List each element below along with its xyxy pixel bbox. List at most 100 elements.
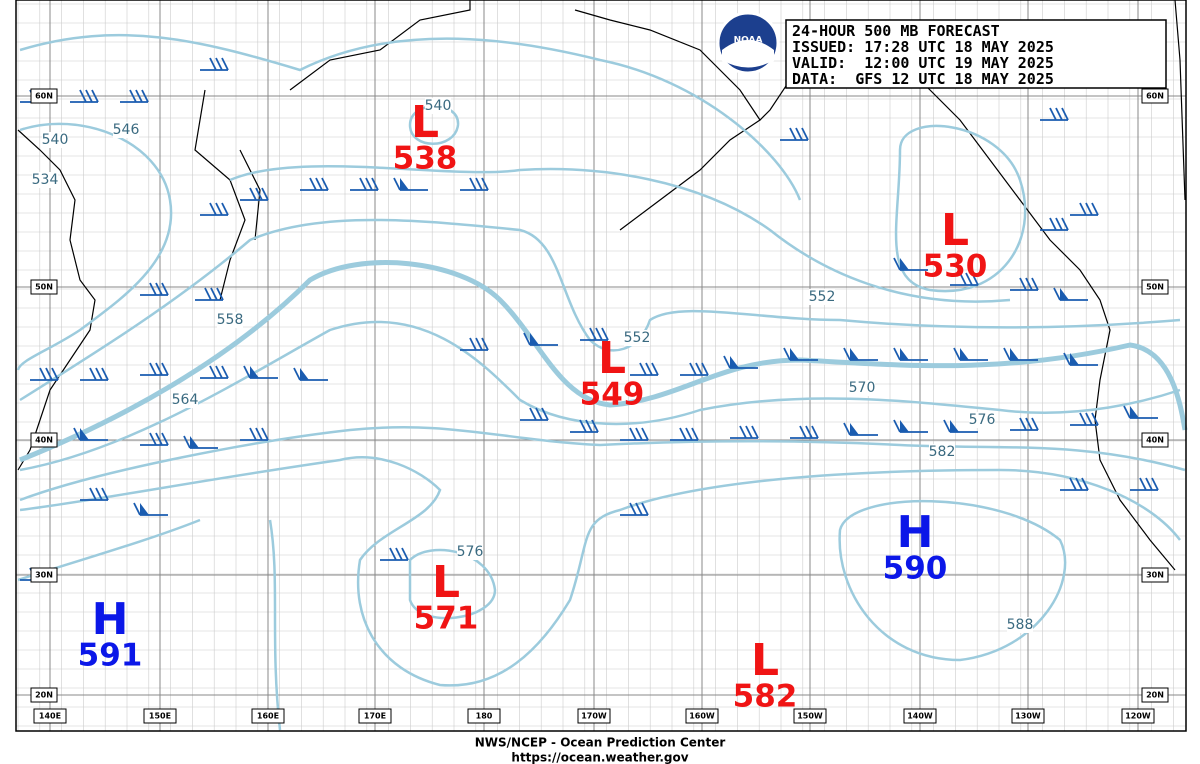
wind-barb-flag bbox=[730, 356, 739, 368]
wind-barb bbox=[730, 425, 759, 439]
lat-label: 30N bbox=[1146, 571, 1164, 580]
center-letter: H bbox=[897, 507, 934, 558]
wind-barb bbox=[570, 419, 599, 433]
wind-barbs bbox=[20, 57, 1159, 581]
lon-label: 170E bbox=[364, 712, 386, 721]
center-value: 582 bbox=[733, 679, 798, 715]
contour-label: 546 bbox=[113, 122, 140, 138]
wind-barb bbox=[630, 362, 659, 376]
contour-label-bg bbox=[425, 98, 451, 114]
wind-barb bbox=[620, 502, 649, 516]
wind-barb-flag bbox=[850, 348, 859, 360]
contour-label: 588 bbox=[1007, 617, 1034, 633]
contour-label-bg bbox=[624, 330, 650, 346]
wind-barb bbox=[460, 177, 489, 191]
contour-label: 564 bbox=[172, 392, 199, 408]
wind-barb bbox=[1040, 107, 1069, 121]
center-value: 571 bbox=[414, 601, 479, 637]
contour-label: 540 bbox=[425, 98, 452, 114]
lat-label-box bbox=[1141, 88, 1169, 104]
center-letter: L bbox=[751, 635, 779, 686]
lat-label: 60N bbox=[1146, 92, 1164, 101]
wind-barb bbox=[200, 57, 229, 71]
center-letter: L bbox=[411, 97, 439, 148]
center-letter: L bbox=[432, 557, 460, 608]
wind-barb bbox=[1040, 217, 1069, 231]
wind-barb bbox=[790, 425, 819, 439]
center-letter: H bbox=[92, 594, 129, 645]
wind-barb bbox=[140, 362, 169, 376]
wind-barb-flag bbox=[300, 368, 309, 380]
lon-label: 160W bbox=[689, 712, 715, 721]
lat-label: 20N bbox=[35, 691, 53, 700]
wind-barb bbox=[80, 487, 109, 501]
wind-barb-flag bbox=[190, 436, 199, 448]
lon-label: 150W bbox=[797, 712, 823, 721]
lon-label-box bbox=[467, 708, 501, 724]
wind-barb bbox=[843, 347, 878, 361]
contour-label: 576 bbox=[969, 412, 996, 428]
wind-barb-flag bbox=[1060, 288, 1069, 300]
lat-label-box bbox=[1141, 279, 1169, 295]
wind-barb bbox=[843, 422, 878, 436]
contour-label: 582 bbox=[929, 444, 956, 460]
header-line: DATA: GFS 12 UTC 18 MAY 2025 bbox=[792, 70, 1054, 88]
contour-label-bg bbox=[172, 392, 198, 408]
center-value: 538 bbox=[393, 141, 458, 177]
wind-barb bbox=[1130, 477, 1159, 491]
lon-label-box bbox=[1011, 708, 1045, 724]
noaa-logo-wave bbox=[722, 40, 774, 68]
contour-label-bg bbox=[849, 380, 875, 396]
lon-label: 140E bbox=[39, 712, 61, 721]
lon-label-box bbox=[577, 708, 611, 724]
lat-label: 40N bbox=[1146, 436, 1164, 445]
wind-barb bbox=[80, 367, 109, 381]
contour-label-bg bbox=[809, 289, 835, 305]
contour-label: 558 bbox=[217, 312, 244, 328]
wind-barb-flag bbox=[1010, 348, 1019, 360]
wind-barb bbox=[893, 347, 928, 361]
center-value: 530 bbox=[923, 249, 988, 285]
center-value: 591 bbox=[78, 638, 143, 674]
lon-label: 170W bbox=[581, 712, 607, 721]
wind-barb bbox=[140, 282, 169, 296]
wind-barb bbox=[953, 347, 988, 361]
wind-barb-flag bbox=[950, 420, 959, 432]
contour-label-bg bbox=[969, 412, 995, 428]
lat-label: 50N bbox=[35, 283, 53, 292]
lon-label: 150E bbox=[149, 712, 171, 721]
lon-label-box bbox=[685, 708, 719, 724]
wind-barb bbox=[200, 202, 229, 216]
wind-barb-flag bbox=[250, 366, 259, 378]
wind-barb bbox=[183, 435, 218, 449]
lon-label-box bbox=[793, 708, 827, 724]
wind-barb bbox=[393, 177, 428, 191]
lon-label-box bbox=[1121, 708, 1155, 724]
header-line: 24-HOUR 500 MB FORECAST bbox=[792, 22, 1000, 40]
lat-label-box bbox=[30, 279, 58, 295]
wind-barb bbox=[950, 272, 979, 286]
wind-barb bbox=[1010, 277, 1039, 291]
lat-label: 20N bbox=[1146, 691, 1164, 700]
contour-label-bg bbox=[217, 312, 243, 328]
lon-label-box bbox=[358, 708, 392, 724]
contour-label-bg bbox=[1007, 617, 1033, 633]
wind-barb bbox=[1123, 405, 1158, 419]
contour-label-bg bbox=[32, 172, 58, 188]
wind-barb-flag bbox=[80, 428, 89, 440]
wind-barb-flag bbox=[900, 258, 909, 270]
wind-barb bbox=[200, 365, 229, 379]
lon-label-box bbox=[143, 708, 177, 724]
wind-barb bbox=[380, 547, 409, 561]
lat-label: 40N bbox=[35, 436, 53, 445]
contour-label-bg bbox=[929, 444, 955, 460]
lat-label-box bbox=[30, 88, 58, 104]
wind-barb bbox=[70, 89, 99, 103]
wind-barb-flag bbox=[140, 503, 149, 515]
wind-barb bbox=[1070, 412, 1099, 426]
noaa-logo-text: NOAA bbox=[734, 36, 763, 46]
lon-label: 130W bbox=[1015, 712, 1041, 721]
wind-barb-flag bbox=[960, 348, 969, 360]
wind-barb bbox=[1070, 202, 1099, 216]
